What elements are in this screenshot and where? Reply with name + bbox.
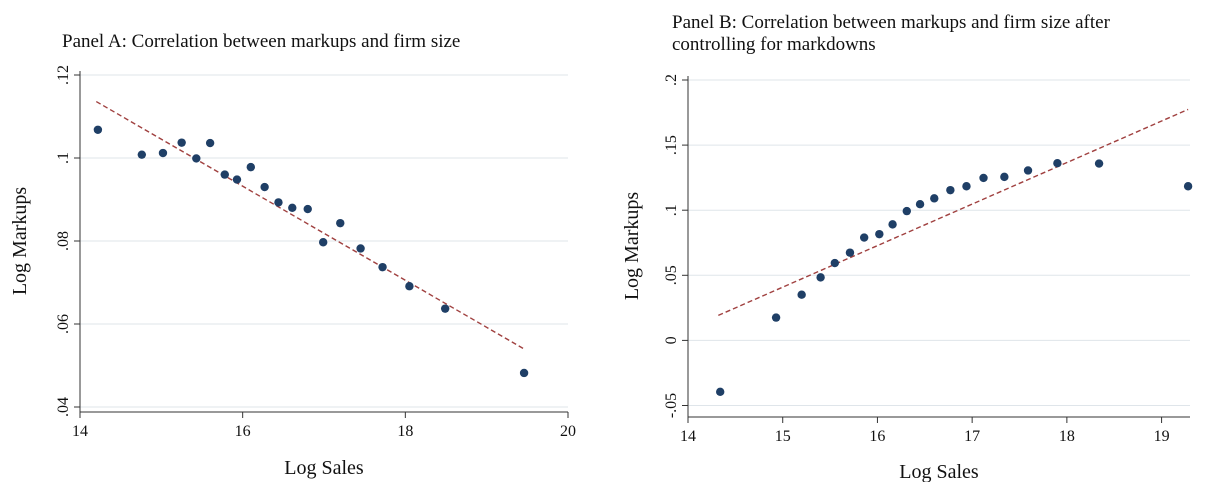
panel-a-point xyxy=(177,138,186,147)
panel-a-fit-line xyxy=(95,100,524,350)
panel-b-x-tick-label: 19 xyxy=(1154,428,1170,445)
panel-b-point xyxy=(875,229,884,239)
panel-b-title: Panel B: Correlation between markups and… xyxy=(672,12,1110,56)
panel-b-point xyxy=(716,387,725,397)
panel-b-point xyxy=(845,248,855,257)
panel-b-point xyxy=(1023,166,1033,175)
panel-a-point xyxy=(192,154,201,163)
panel-a-x-tick-label: 20 xyxy=(560,423,576,440)
panel-a-y-tick-label: .1 xyxy=(55,152,72,164)
panel-a-point xyxy=(288,203,297,212)
panel-b-y-tick-label: 0 xyxy=(663,336,680,344)
panel-a-point xyxy=(205,138,215,148)
panel-a-point xyxy=(220,170,229,179)
panel-b-x-tick-label: 17 xyxy=(964,428,980,445)
panel-b-point xyxy=(771,313,781,322)
panel-a-point xyxy=(137,150,147,159)
panel-b-point xyxy=(979,173,988,183)
panel-a-point xyxy=(519,368,529,378)
panel-a-x-tick-label: 16 xyxy=(235,423,251,440)
panel-b-point xyxy=(859,233,869,242)
panel-b-y-tick-label: .2 xyxy=(663,74,680,86)
panel-b-title-line1: Panel B: Correlation between markups and… xyxy=(672,12,1110,33)
panel-a-point xyxy=(405,282,414,291)
panel-b-point xyxy=(902,206,911,216)
panel-b-y-tick-label: .15 xyxy=(663,135,680,155)
panel-b-x-tick-label: 18 xyxy=(1059,428,1075,445)
panel-b-x-tick-label: 15 xyxy=(775,428,791,445)
panel-b-y-tick-label: .05 xyxy=(663,265,680,285)
panel-a-point xyxy=(303,204,312,214)
panel-b-y-axis-label: Log Markups xyxy=(621,192,643,301)
panel-a-point xyxy=(232,175,242,184)
panel-b-title-line2: controlling for markdowns xyxy=(672,34,876,55)
panel-b-point xyxy=(816,273,825,282)
panel-b-point xyxy=(1053,158,1062,168)
panel-a-chart: .04 .06 .08 .1 .12 14 16 18 20 Log Sales Log Marku… xyxy=(9,65,576,479)
panel-b-point xyxy=(797,290,806,299)
panel-b-fit-line xyxy=(718,108,1189,317)
panel-a-x-tick-label: 18 xyxy=(397,423,413,440)
panel-a-point xyxy=(318,238,328,247)
panel-b-chart: -.05 0 .05 .1 .15 .2 14 15 16 17 18 19 Log Sales Log … xyxy=(621,74,1193,482)
panel-b-x-axis-label: Log Sales xyxy=(899,461,979,482)
panel-b-point xyxy=(1183,182,1193,191)
panel-a-x-tick-label: 14 xyxy=(72,423,88,440)
panel-b-point xyxy=(930,194,939,203)
panel-b-point xyxy=(1000,172,1009,182)
panel-b-point xyxy=(1094,159,1104,168)
panel-a-y-tick-label: .04 xyxy=(55,397,72,417)
panel-a-point xyxy=(356,244,365,253)
panel-a-point xyxy=(93,125,103,134)
panel-a-title: Panel A: Correlation between markups and… xyxy=(62,31,461,52)
panel-b-x-tick-label: 14 xyxy=(680,428,696,445)
panel-a-point xyxy=(158,148,168,158)
panel-a-x-axis-label: Log Sales xyxy=(284,457,364,479)
panel-a-y-tick-label: .12 xyxy=(55,65,72,85)
panel-b-point xyxy=(888,220,897,229)
panel-a-point xyxy=(260,182,269,192)
panel-a-y-tick-label: .08 xyxy=(55,231,72,251)
panel-b-point xyxy=(946,185,955,195)
panel-a-point xyxy=(246,162,255,172)
panel-b-point xyxy=(962,182,971,191)
panel-b-y-tick-label: .1 xyxy=(663,204,680,216)
panel-b-point xyxy=(830,258,840,268)
panel-a-point xyxy=(440,304,450,313)
panel-b-x-tick-label: 16 xyxy=(869,428,885,445)
panel-a-point xyxy=(336,218,345,228)
panel-a-y-axis-label: Log Markups xyxy=(9,187,31,296)
panel-b-y-tick-label: -.05 xyxy=(663,393,680,418)
panel-b-point xyxy=(915,200,925,209)
panel-a-y-tick-label: .06 xyxy=(55,314,72,334)
panel-a-point xyxy=(378,262,387,272)
panel-a-point xyxy=(274,198,283,207)
